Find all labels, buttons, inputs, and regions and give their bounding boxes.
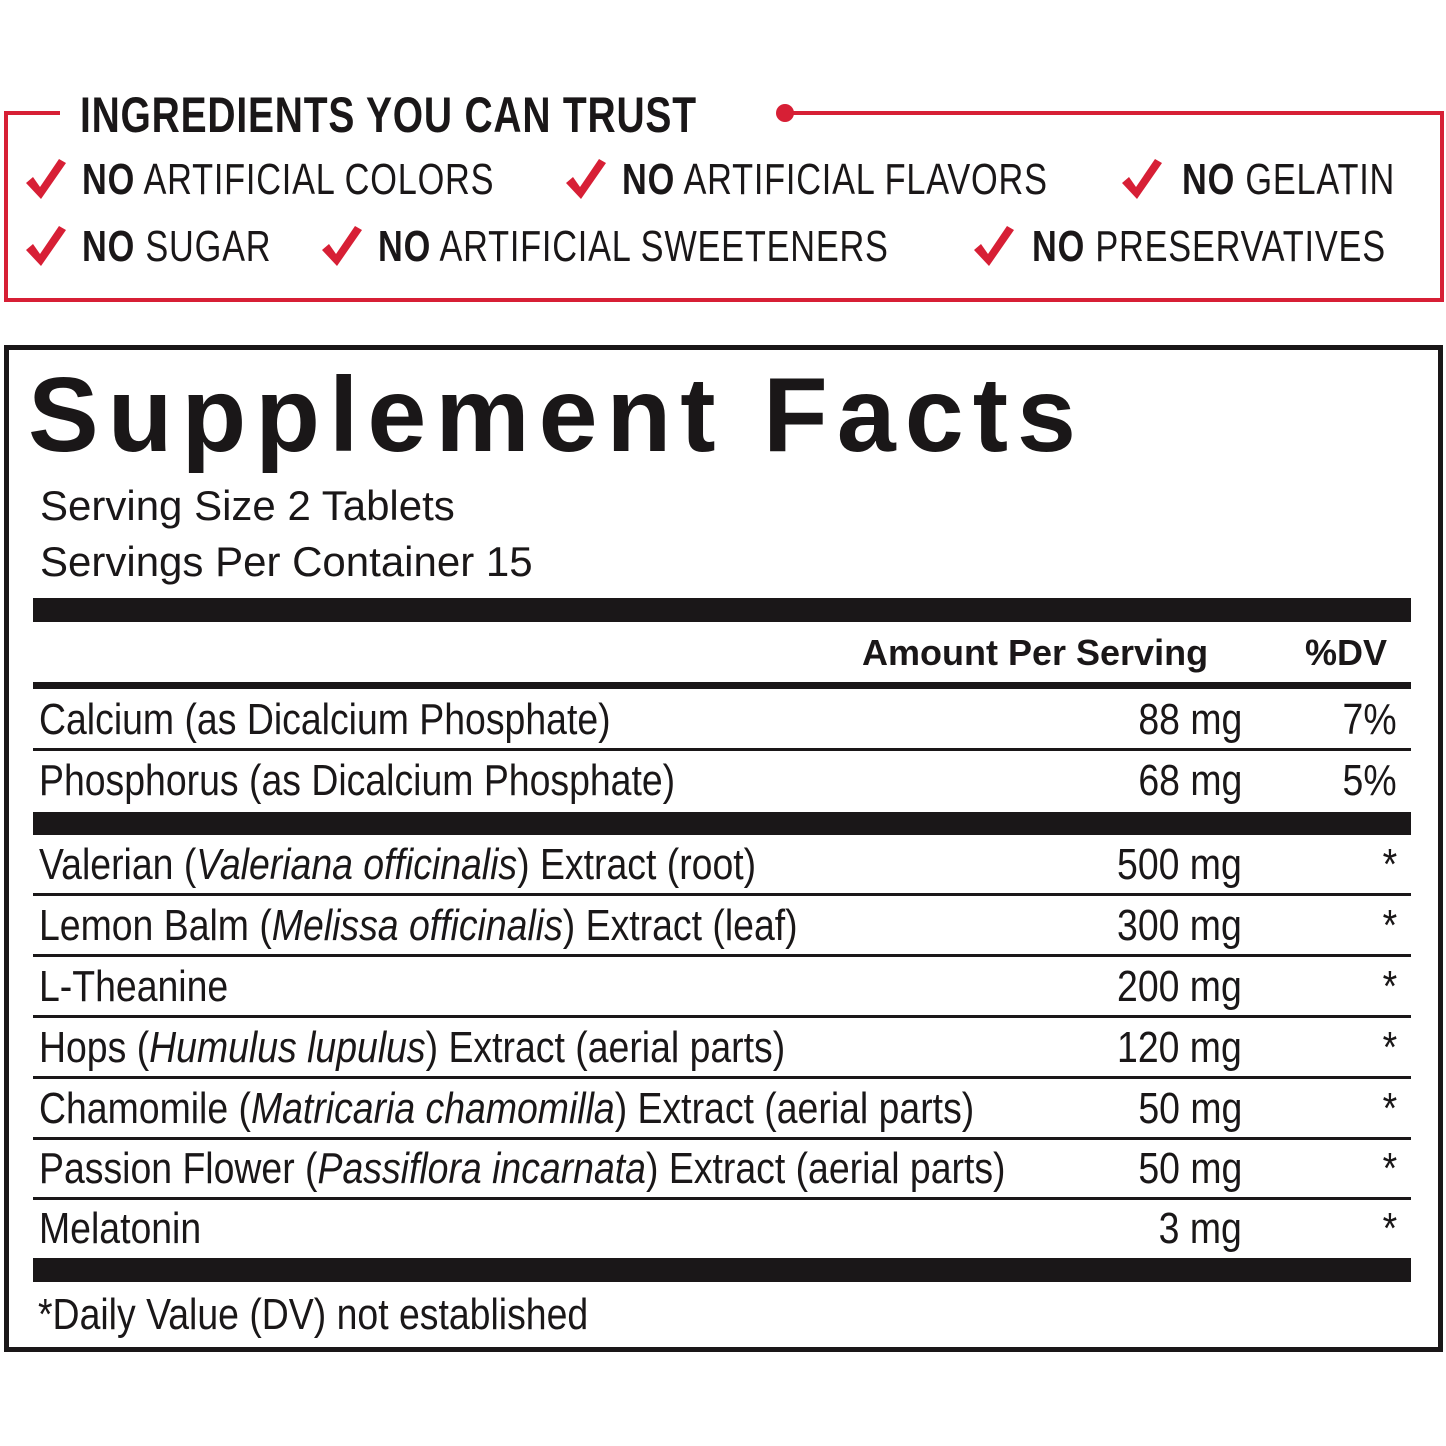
facts-title: Supplement Facts — [28, 356, 1085, 474]
row-divider — [33, 893, 1411, 896]
nutrient-name: L-Theanine — [39, 962, 229, 1011]
nutrient-name: Valerian (Valeriana officinalis) Extract… — [39, 840, 757, 889]
nutrient-amount: 500 mg — [1117, 840, 1242, 889]
claim-text: ARTIFICIAL COLORS — [143, 155, 495, 204]
claim-text: ARTIFICIAL FLAVORS — [683, 155, 1048, 204]
nutrient-amount: 68 mg — [1138, 756, 1242, 805]
facts-panel — [4, 345, 1443, 1352]
claim-text: PRESERVATIVES — [1095, 222, 1386, 271]
table-row: Phosphorus (as Dicalcium Phosphate) 68 m… — [33, 752, 1411, 810]
nutrient-amount: 88 mg — [1138, 695, 1242, 744]
nutrient-name: Passion Flower (Passiflora incarnata) Ex… — [39, 1144, 1006, 1193]
table-row: Hops (Humulus lupulus) Extract (aerial p… — [33, 1019, 1411, 1077]
frame-dot — [776, 104, 794, 122]
claim-item: NO SUGAR — [82, 222, 271, 272]
divider — [33, 682, 1411, 689]
nutrient-dv: 7% — [1342, 695, 1397, 744]
frame-line — [4, 298, 1444, 302]
nutrient-amount: 300 mg — [1117, 901, 1242, 950]
claim-item: NO ARTIFICIAL SWEETENERS — [378, 222, 889, 272]
table-row: Calcium (as Dicalcium Phosphate) 88 mg 7… — [33, 691, 1411, 749]
nutrient-amount: 3 mg — [1158, 1204, 1242, 1253]
row-divider — [33, 1197, 1411, 1200]
row-divider — [33, 1015, 1411, 1018]
claim-no: NO — [82, 222, 136, 271]
checkmark-icon — [26, 159, 66, 199]
servings-per-container: Servings Per Container 15 — [40, 538, 533, 585]
nutrient-dv: * — [1382, 1204, 1397, 1253]
claim-no: NO — [1032, 222, 1086, 271]
nutrient-name: Chamomile (Matricaria chamomilla) Extrac… — [39, 1084, 975, 1133]
checkmark-icon — [1122, 159, 1162, 199]
thick-divider — [33, 812, 1411, 835]
row-divider — [33, 954, 1411, 957]
nutrient-name: Hops (Humulus lupulus) Extract (aerial p… — [39, 1023, 786, 1072]
table-row: Lemon Balm (Melissa officinalis) Extract… — [33, 897, 1411, 955]
frame-line — [1440, 111, 1444, 302]
nutrient-dv: 5% — [1342, 756, 1397, 805]
checkmark-icon — [566, 159, 606, 199]
nutrient-dv: * — [1382, 1023, 1397, 1072]
nutrient-amount: 120 mg — [1117, 1023, 1242, 1072]
nutrient-dv: * — [1382, 840, 1397, 889]
header-amount: Amount Per Serving — [862, 632, 1209, 673]
claim-text: ARTIFICIAL SWEETENERS — [439, 222, 889, 271]
nutrient-name: Calcium (as Dicalcium Phosphate) — [39, 695, 611, 744]
nutrient-dv: * — [1382, 1084, 1397, 1133]
thick-divider — [33, 1258, 1411, 1282]
nutrient-name: Phosphorus (as Dicalcium Phosphate) — [39, 756, 676, 805]
checkmark-icon — [26, 226, 66, 266]
table-row: Chamomile (Matricaria chamomilla) Extrac… — [33, 1080, 1411, 1138]
table-row: Melatonin 3 mg * — [33, 1200, 1411, 1258]
table-row: Passion Flower (Passiflora incarnata) Ex… — [33, 1140, 1411, 1198]
claim-item: NO GELATIN — [1182, 155, 1395, 205]
claim-no: NO — [378, 222, 432, 271]
claim-text: SUGAR — [145, 222, 272, 271]
row-divider — [33, 1076, 1411, 1079]
row-divider — [33, 1137, 1411, 1140]
nutrient-amount: 50 mg — [1138, 1144, 1242, 1193]
nutrient-dv: * — [1382, 962, 1397, 1011]
thick-divider — [33, 598, 1411, 622]
nutrient-amount: 200 mg — [1117, 962, 1242, 1011]
nutrient-name: Melatonin — [39, 1204, 202, 1253]
table-row: L-Theanine 200 mg * — [33, 958, 1411, 1016]
serving-size: Serving Size 2 Tablets — [40, 482, 455, 529]
row-divider — [33, 748, 1411, 751]
claim-item: NO ARTIFICIAL COLORS — [82, 155, 494, 205]
claim-text: GELATIN — [1245, 155, 1396, 204]
nutrient-dv: * — [1382, 1144, 1397, 1193]
footnote: *Daily Value (DV) not established — [38, 1290, 589, 1339]
checkmark-icon — [974, 226, 1014, 266]
claim-item: NO ARTIFICIAL FLAVORS — [622, 155, 1048, 205]
frame-line — [786, 111, 1444, 115]
frame-line — [4, 111, 8, 302]
claim-item: NO PRESERVATIVES — [1032, 222, 1386, 272]
table-row: Valerian (Valeriana officinalis) Extract… — [33, 836, 1411, 894]
nutrient-name: Lemon Balm (Melissa officinalis) Extract… — [39, 901, 798, 950]
claim-no: NO — [622, 155, 676, 204]
claim-no: NO — [1182, 155, 1236, 204]
nutrient-dv: * — [1382, 901, 1397, 950]
trust-title: INGREDIENTS YOU CAN TRUST — [80, 87, 697, 143]
header-dv: %DV — [1305, 632, 1388, 673]
claim-no: NO — [82, 155, 136, 204]
nutrient-amount: 50 mg — [1138, 1084, 1242, 1133]
frame-line — [4, 111, 60, 115]
checkmark-icon — [322, 226, 362, 266]
